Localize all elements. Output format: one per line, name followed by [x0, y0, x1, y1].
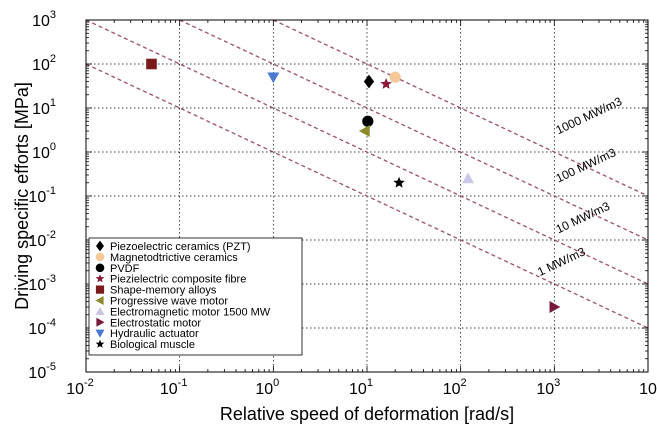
x-tick-labels: 10-2 10-1 100 101 102 103 10: [66, 377, 657, 398]
legend-marker-3: [95, 263, 105, 273]
data-point-10: [393, 176, 405, 188]
legend-marker-8: [96, 317, 105, 327]
legend-marker-7: [95, 306, 105, 315]
x-tick-label: 10-1: [160, 377, 188, 398]
y-tick-label: 10-4: [28, 317, 56, 338]
y-tick-label: 10-1: [28, 185, 56, 206]
data-point-2: [389, 71, 401, 83]
y-tick-label: 10-2: [28, 229, 56, 250]
legend-box: [88, 237, 303, 356]
data-point-5: [146, 58, 157, 70]
legend-entry-6: Progressive wave motor: [110, 296, 228, 308]
legend-entry-10: Biological muscle: [110, 339, 195, 351]
legend-entry-5: Shape-memory alloys: [110, 285, 217, 297]
y-tick-label: 101: [32, 97, 56, 118]
legend-entry-9: Hydraulic actuator: [110, 328, 199, 340]
power-lines: [85, 19, 649, 329]
tick-marks: [86, 20, 648, 372]
data-point-3: [362, 115, 374, 127]
legend-entry-8: Electrostatic motor: [110, 317, 201, 329]
data-points: [146, 58, 561, 314]
x-tick-label: 102: [443, 377, 467, 398]
legend-entry-1: Piezoelectric ceramics (PZT): [110, 241, 251, 253]
legend-marker-4: [95, 274, 105, 283]
data-point-6: [358, 125, 370, 138]
legend-marker-5: [95, 285, 105, 294]
power-line: [85, 19, 649, 285]
power-line-label: 1000 MW/m3: [554, 94, 625, 137]
legend-marker-10: [95, 339, 105, 348]
x-tick-label: 103: [536, 377, 560, 398]
x-tick-label: 10: [639, 381, 657, 398]
power-line-label: 1 MW/m3: [535, 244, 588, 279]
legend-marker-6: [95, 296, 104, 305]
x-tick-label: 100: [255, 377, 279, 398]
y-tick-label: 102: [32, 53, 56, 74]
x-tick-label: 10-2: [66, 377, 94, 398]
data-point-8: [549, 301, 561, 314]
power-line-label: 100 MW/m3: [554, 145, 619, 185]
y-tick-label: 103: [32, 9, 56, 30]
y-tick-label: 100: [32, 141, 56, 162]
y-tick-label: 10-3: [28, 273, 56, 294]
power-line: [179, 19, 649, 241]
power-line: [85, 63, 649, 329]
legend-entry-4: Piezielectric composite fibre: [110, 274, 246, 286]
y-axis-label: Driving specific efforts [MPa]: [12, 82, 32, 310]
power-line: [273, 19, 649, 197]
data-point-7: [462, 172, 475, 184]
y-tick-labels: 10-5 10-4 10-3 10-2 10-1 100 101 102 103: [28, 9, 56, 382]
legend-entry-2: Magnetodtrictive ceramics: [110, 252, 238, 264]
legend-marker-2: [95, 252, 105, 262]
y-tick-label: 10-5: [28, 361, 56, 382]
legend-marker-1: [96, 240, 104, 252]
power-line-label: 10 MW/m3: [554, 199, 613, 236]
data-point-9: [267, 72, 280, 84]
data-point-4: [380, 78, 392, 89]
data-point-1: [363, 74, 375, 89]
x-tick-label: 101: [349, 377, 373, 398]
legend-entry-3: PVDF: [110, 263, 140, 275]
legend: Piezoelectric ceramics (PZT)Magnetodtric…: [88, 237, 303, 356]
legend-entry-7: Electromagnetic motor 1500 MW: [110, 306, 271, 318]
legend-marker-9: [95, 329, 105, 338]
x-axis-label: Relative speed of deformation [rad/s]: [220, 404, 514, 424]
power-line-labels: 1000 MW/m3 100 MW/m3 10 MW/m3 1 MW/m3: [535, 94, 624, 279]
